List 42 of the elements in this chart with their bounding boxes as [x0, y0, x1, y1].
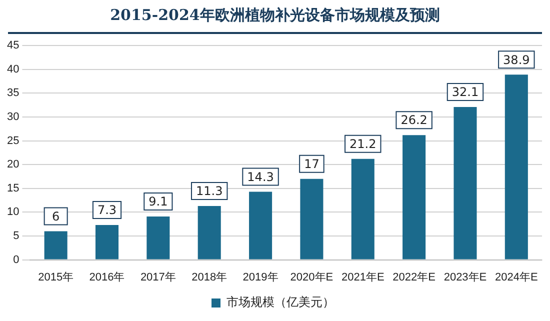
x-tick-label: 2022年E	[392, 271, 436, 284]
data-label: 7.3	[97, 203, 117, 218]
y-tick-label: 35	[6, 87, 20, 100]
x-tick-label: 2024年E	[495, 271, 538, 284]
bar	[402, 135, 426, 260]
x-tick-label: 2020年E	[290, 271, 334, 284]
bar	[95, 225, 119, 260]
y-tick-label: 45	[6, 40, 20, 52]
chart-title: 2015-2024年欧洲植物补光设备市场规模及预测	[109, 6, 441, 25]
y-tick-label: 15	[6, 182, 20, 194]
x-tick-label: 2019年	[242, 271, 278, 284]
x-tick-label: 2018年	[192, 271, 228, 284]
data-label: 11.3	[196, 184, 223, 198]
y-tick-label: 40	[6, 63, 20, 76]
data-label: 26.2	[400, 113, 428, 128]
legend-label: 市场规模（亿美元）	[226, 295, 334, 310]
data-label: 6	[52, 209, 60, 224]
bar	[146, 216, 170, 260]
x-tick-label: 2017年	[140, 271, 176, 284]
x-tick-label: 2016年	[89, 271, 125, 284]
data-label: 17	[304, 157, 320, 172]
bar	[44, 231, 68, 260]
y-tick-label: 30	[6, 111, 20, 124]
bar	[300, 178, 324, 260]
y-tick-label: 5	[13, 230, 20, 242]
y-tick-label: 25	[6, 134, 20, 147]
y-tick-label: 20	[6, 158, 20, 171]
data-label: 38.9	[503, 52, 530, 67]
x-tick-label: 2015年	[38, 271, 74, 284]
bar	[454, 107, 477, 260]
data-label: 21.2	[350, 137, 376, 152]
bar	[249, 192, 272, 260]
data-label: 9.1	[148, 194, 168, 209]
y-tick-label: 10	[6, 206, 20, 218]
x-tick-label: 2023年E	[444, 271, 487, 284]
bar	[351, 158, 374, 260]
data-label: 14.3	[247, 170, 274, 184]
y-tick-label: 0	[13, 254, 20, 266]
data-label: 32.1	[452, 85, 479, 100]
bar	[504, 74, 528, 260]
x-tick-label: 2021年E	[341, 271, 384, 284]
bar	[198, 206, 221, 260]
